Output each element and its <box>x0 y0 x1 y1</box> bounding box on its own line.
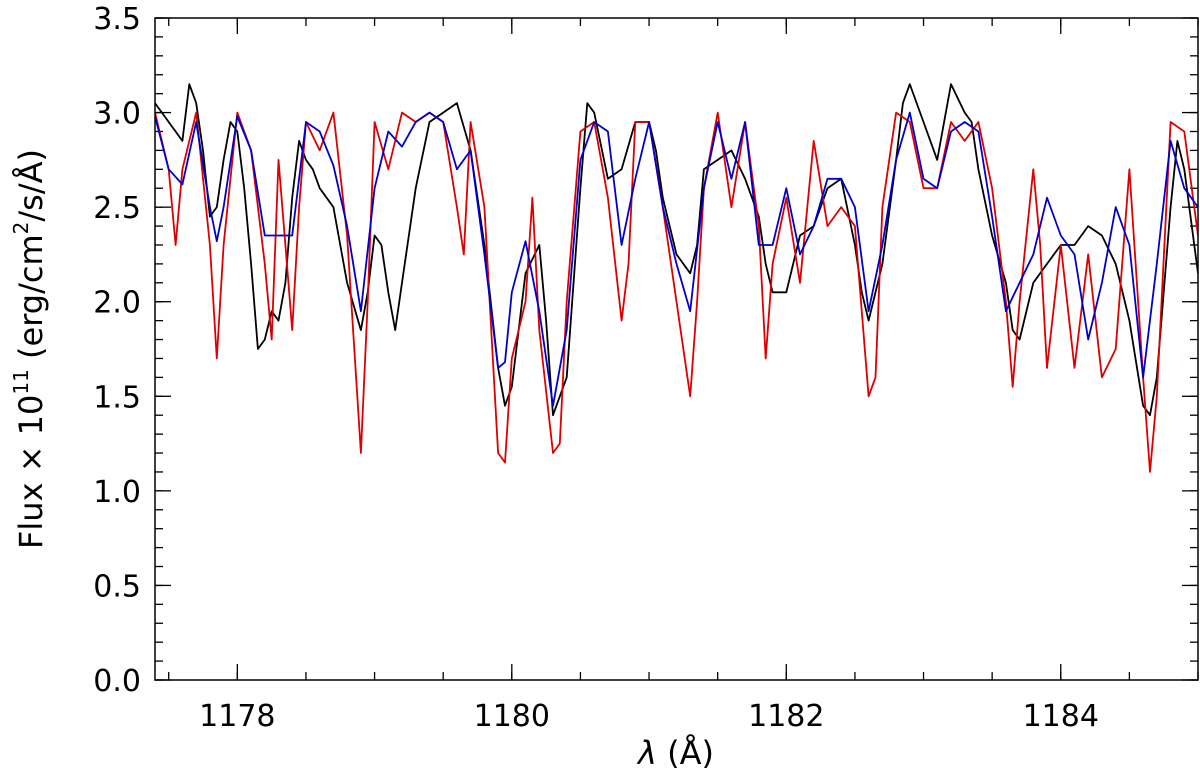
x-tick-label: 1182 <box>748 699 824 734</box>
plot-frame <box>154 17 1199 681</box>
y-tick-label: 0.0 <box>93 664 141 699</box>
y-axis-label: Flux × 1011 (erg/cm2/s/Å) <box>9 149 50 549</box>
series-line-0 <box>155 83 1198 417</box>
x-tick-label: 1184 <box>1023 699 1099 734</box>
y-tick-label: 2.5 <box>93 191 141 226</box>
x-tick-label: 1178 <box>199 699 275 734</box>
y-tick-label: 3.0 <box>93 97 141 132</box>
series-line-1 <box>155 111 1198 473</box>
series-group <box>155 83 1198 473</box>
x-axis-label: λ (Å) <box>636 734 714 772</box>
y-tick-labels: 0.0 0.5 1.0 1.5 2.0 2.5 3.0 3.5 <box>93 2 141 699</box>
y-tick-label: 1.5 <box>93 380 141 415</box>
x-tick-label: 1180 <box>474 699 550 734</box>
y-tick-label: 2.0 <box>93 286 141 321</box>
axis-ticks <box>155 17 1199 681</box>
y-tick-label: 0.5 <box>93 569 141 604</box>
series-line-2 <box>155 111 1198 407</box>
x-tick-labels: 1178 1180 1182 1184 <box>199 699 1099 734</box>
y-tick-label: 3.5 <box>93 2 141 37</box>
y-tick-label: 1.0 <box>93 475 141 510</box>
